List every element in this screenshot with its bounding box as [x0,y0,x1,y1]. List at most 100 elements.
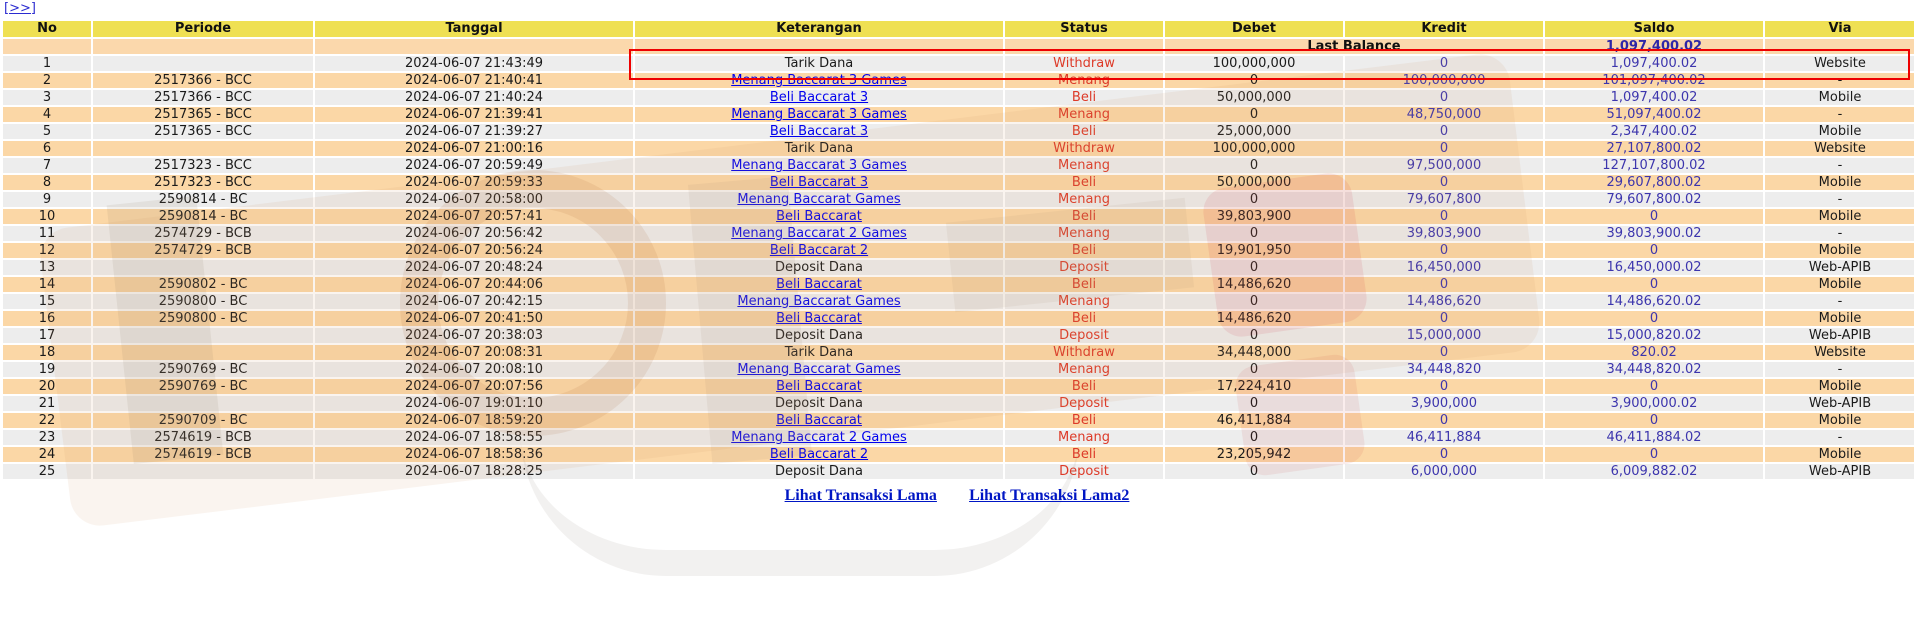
cell-no: 2 [3,73,91,88]
cell-saldo: 79,607,800.02 [1545,192,1763,207]
cell-via: - [1765,158,1914,173]
table-row: 22 2590709 - BC 2024-06-07 18:59:20 Beli Ba… [3,413,1914,428]
keterangan-link[interactable]: Beli Baccarat 3 [769,175,869,190]
table-row: 19 2590769 - BC 2024-06-07 20:08:10 Menang … [3,362,1914,377]
cell-periode [93,141,313,156]
cell-keterangan: Menang Baccarat Games [635,362,1003,377]
table-row: 3 2517366 - BCC 2024-06-07 21:40:24 Beli Ba… [3,90,1914,105]
cell-kredit: 48,750,000 [1345,107,1543,122]
cell-via: Mobile [1765,90,1914,105]
cell-periode: 2517366 - BCC [93,90,313,105]
table-row: 17 2024-06-07 20:38:03 Deposit Dana Deposit… [3,328,1914,343]
cell-tanggal: 2024-06-07 21:00:16 [315,141,633,156]
cell-saldo: 29,607,800.02 [1545,175,1763,190]
cell-saldo: 0 [1545,243,1763,258]
cell-no: 4 [3,107,91,122]
cell-kredit: 0 [1345,277,1543,292]
table-row: 7 2517323 - BCC 2024-06-07 20:59:49 Menang … [3,158,1914,173]
keterangan-link[interactable]: Menang Baccarat 2 Games [731,226,907,241]
cell-kredit: 0 [1345,413,1543,428]
table-row: 18 2024-06-07 20:08:31 Tarik Dana Withdraw 3… [3,345,1914,360]
cell-saldo: 0 [1545,311,1763,326]
cell-kredit: 0 [1345,56,1543,71]
cell-debet: 25,000,000 [1165,124,1343,139]
cell-status: Menang [1005,158,1163,173]
cell-tanggal: 2024-06-07 20:42:15 [315,294,633,309]
cell-status: Withdraw [1005,345,1163,360]
transactions-table: No Periode Tanggal Keterangan Status Debet Kre… [1,19,1914,481]
table-row: 20 2590769 - BC 2024-06-07 20:07:56 Beli Ba… [3,379,1914,394]
cell-kredit: 0 [1345,345,1543,360]
cell-kredit: 100,000,000 [1345,73,1543,88]
cell-keterangan: Beli Baccarat 3 [635,90,1003,105]
next-page-link[interactable]: [>>] [4,1,36,16]
cell-kredit: 0 [1345,141,1543,156]
table-row: 24 2574619 - BCB 2024-06-07 18:58:36 Beli B… [3,447,1914,462]
keterangan-link[interactable]: Menang Baccarat 2 Games [731,430,907,445]
cell-status: Beli [1005,311,1163,326]
table-row: 14 2590802 - BC 2024-06-07 20:44:06 Beli Ba… [3,277,1914,292]
last-balance-row: Last Balance 1,097,400.02 [3,39,1914,54]
keterangan-link[interactable]: Menang Baccarat Games [737,294,901,309]
cell-status: Beli [1005,209,1163,224]
cell-periode: 2517365 - BCC [93,107,313,122]
keterangan-link[interactable]: Beli Baccarat [776,413,862,428]
cell-periode [93,56,313,71]
cell-periode: 2517323 - BCC [93,175,313,190]
cell-periode: 2574619 - BCB [93,447,313,462]
cell-via: - [1765,192,1914,207]
cell-kredit: 34,448,820 [1345,362,1543,377]
last-balance-label: Last Balance [1165,39,1543,54]
keterangan-link[interactable]: Beli Baccarat 2 [769,447,869,462]
keterangan-link[interactable]: Menang Baccarat Games [737,192,901,207]
keterangan-link[interactable]: Beli Baccarat 3 [769,90,869,105]
cell-status: Deposit [1005,328,1163,343]
cell-tanggal: 2024-06-07 20:56:24 [315,243,633,258]
keterangan-link[interactable]: Menang Baccarat 3 Games [731,158,907,173]
cell-saldo: 1,097,400.02 [1545,90,1763,105]
cell-debet: 0 [1165,107,1343,122]
cell-no: 3 [3,90,91,105]
cell-debet: 0 [1165,328,1343,343]
lihat-transaksi-lama2-link[interactable]: Lihat Transaksi Lama2 [969,487,1130,504]
keterangan-link[interactable]: Beli Baccarat [776,209,862,224]
table-row: 11 2574729 - BCB 2024-06-07 20:56:42 Menang… [3,226,1914,241]
cell-debet: 0 [1165,73,1343,88]
keterangan-link[interactable]: Menang Baccarat Games [737,362,901,377]
last-balance-cell-status [1005,39,1163,54]
cell-keterangan: Tarik Dana [635,345,1003,360]
cell-status: Beli [1005,379,1163,394]
cell-kredit: 15,000,000 [1345,328,1543,343]
keterangan-link[interactable]: Beli Baccarat [776,277,862,292]
keterangan-link[interactable]: Beli Baccarat [776,379,862,394]
keterangan-link[interactable]: Menang Baccarat 3 Games [731,107,907,122]
keterangan-link[interactable]: Beli Baccarat 2 [769,243,869,258]
cell-keterangan: Beli Baccarat 2 [635,447,1003,462]
cell-keterangan: Beli Baccarat [635,209,1003,224]
cell-kredit: 0 [1345,447,1543,462]
keterangan-link[interactable]: Beli Baccarat [776,311,862,326]
column-header-kredit: Kredit [1345,21,1543,37]
cell-debet: 100,000,000 [1165,141,1343,156]
keterangan-link[interactable]: Menang Baccarat 3 Games [731,73,907,88]
cell-no: 15 [3,294,91,309]
cell-keterangan: Beli Baccarat 2 [635,243,1003,258]
cell-status: Menang [1005,73,1163,88]
cell-periode: 2574729 - BCB [93,243,313,258]
cell-no: 24 [3,447,91,462]
keterangan-link[interactable]: Beli Baccarat 3 [769,124,869,139]
lihat-transaksi-lama-link[interactable]: Lihat Transaksi Lama [784,487,937,504]
table-row: 2 2517366 - BCC 2024-06-07 21:40:41 Menang … [3,73,1914,88]
cell-kredit: 46,411,884 [1345,430,1543,445]
cell-keterangan: Beli Baccarat [635,277,1003,292]
cell-tanggal: 2024-06-07 21:43:49 [315,56,633,71]
cell-no: 23 [3,430,91,445]
cell-saldo: 0 [1545,413,1763,428]
cell-debet: 0 [1165,192,1343,207]
cell-periode: 2590814 - BC [93,209,313,224]
cell-tanggal: 2024-06-07 21:39:41 [315,107,633,122]
cell-status: Beli [1005,447,1163,462]
cell-via: Mobile [1765,209,1914,224]
cell-status: Beli [1005,124,1163,139]
cell-keterangan: Menang Baccarat 2 Games [635,226,1003,241]
